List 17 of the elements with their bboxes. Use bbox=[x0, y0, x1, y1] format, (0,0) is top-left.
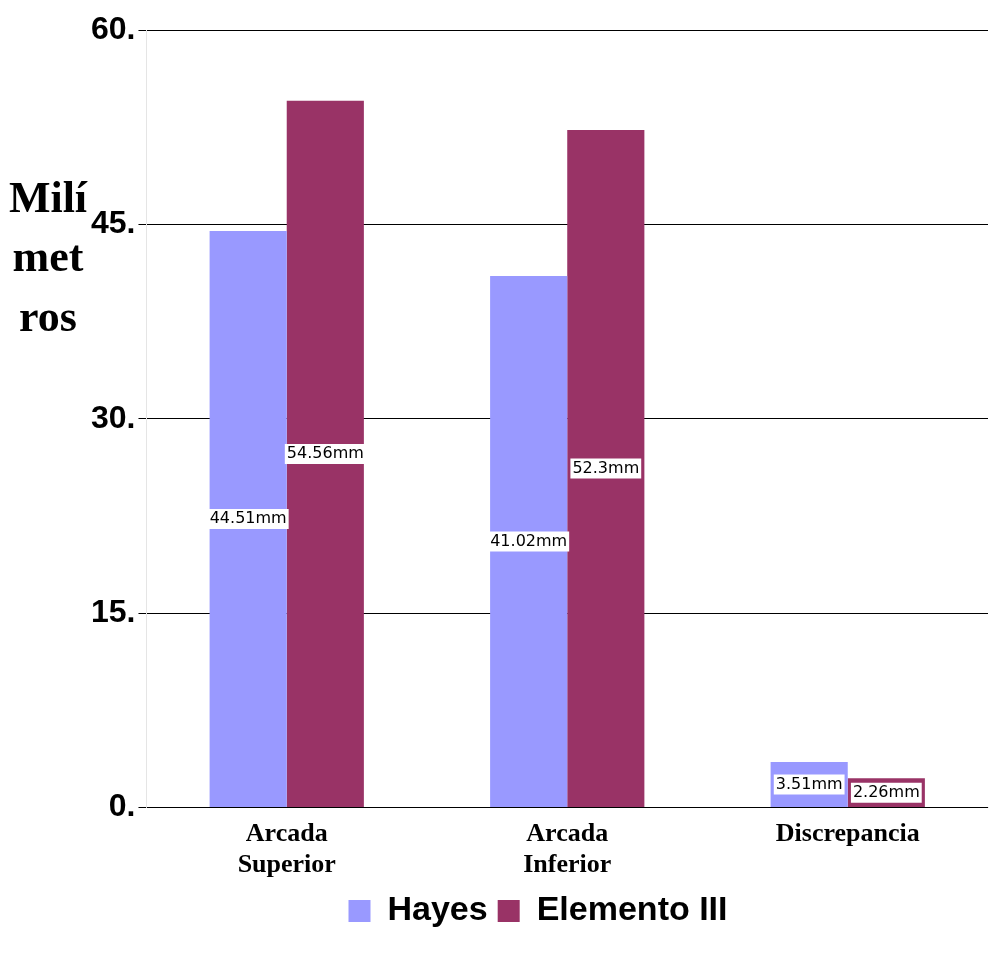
y-tick-label: 0. bbox=[108, 787, 136, 824]
x-tick-label: Discrepancia bbox=[775, 817, 920, 847]
data-label: 3.51mm bbox=[775, 773, 843, 793]
data-label: 52.3mm bbox=[572, 457, 640, 477]
legend-label: Elemento III bbox=[536, 889, 728, 928]
x-tick-label: Arcada Superior bbox=[237, 817, 336, 879]
x-tick-label: Arcada Inferior bbox=[523, 817, 612, 879]
data-label: 2.26mm bbox=[852, 781, 920, 801]
y-tick-label: 45. bbox=[91, 204, 136, 241]
y-tick-label: 15. bbox=[91, 593, 136, 630]
y-tick-label: 60. bbox=[91, 10, 136, 47]
y-axis-title: Milímetros bbox=[8, 172, 88, 343]
data-label: 44.51mm bbox=[209, 508, 287, 528]
data-label: 54.56mm bbox=[286, 443, 364, 463]
data-label: 41.02mm bbox=[490, 530, 568, 550]
y-tick-label: 30. bbox=[91, 398, 136, 435]
legend-label: Hayes bbox=[387, 889, 488, 928]
